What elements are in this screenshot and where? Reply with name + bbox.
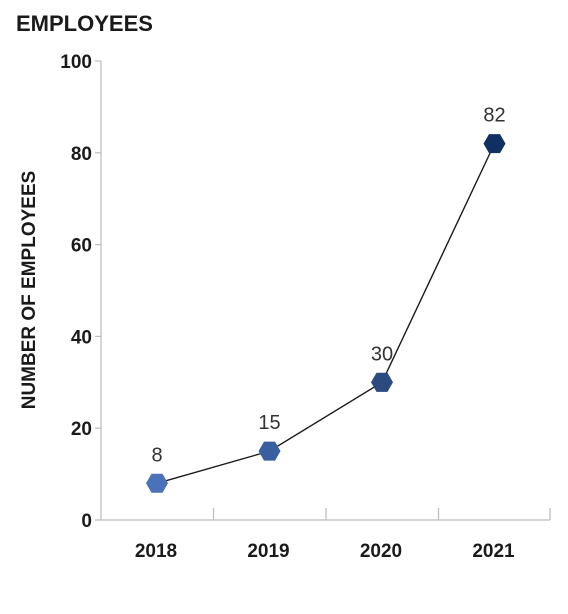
y-tick-label: 60 xyxy=(71,236,92,257)
data-label: 82 xyxy=(483,105,505,127)
data-point-marker xyxy=(483,134,506,154)
data-point-marker xyxy=(146,473,168,493)
markers-group xyxy=(146,134,506,493)
y-tick-label: 0 xyxy=(81,511,92,532)
data-point-marker xyxy=(371,372,393,392)
y-tick-label: 40 xyxy=(71,327,92,348)
y-ticks: 0 20 40 60 80 100 xyxy=(60,52,101,532)
data-label: 30 xyxy=(371,343,393,365)
y-tick-label: 100 xyxy=(60,52,92,73)
x-tick-label: 2021 xyxy=(472,541,515,562)
data-label: 15 xyxy=(258,412,280,434)
chart-title: EMPLOYEES xyxy=(16,11,153,36)
y-tick-label: 80 xyxy=(71,144,92,165)
y-tick-label: 20 xyxy=(71,419,92,440)
y-axis-label: NUMBER OF EMPLOYEES xyxy=(19,171,40,410)
data-point-marker xyxy=(258,441,281,461)
x-tick-label: 2019 xyxy=(247,541,289,562)
data-label: 8 xyxy=(151,444,162,466)
chart-axes xyxy=(100,61,550,521)
data-labels-group: 8 15 30 82 xyxy=(151,105,505,467)
x-tick-label: 2020 xyxy=(360,541,402,562)
x-ticks: 2018 2019 2020 2021 xyxy=(135,508,551,562)
series-line-group xyxy=(156,143,496,484)
x-tick-label: 2018 xyxy=(135,541,177,562)
series-line xyxy=(156,143,496,484)
